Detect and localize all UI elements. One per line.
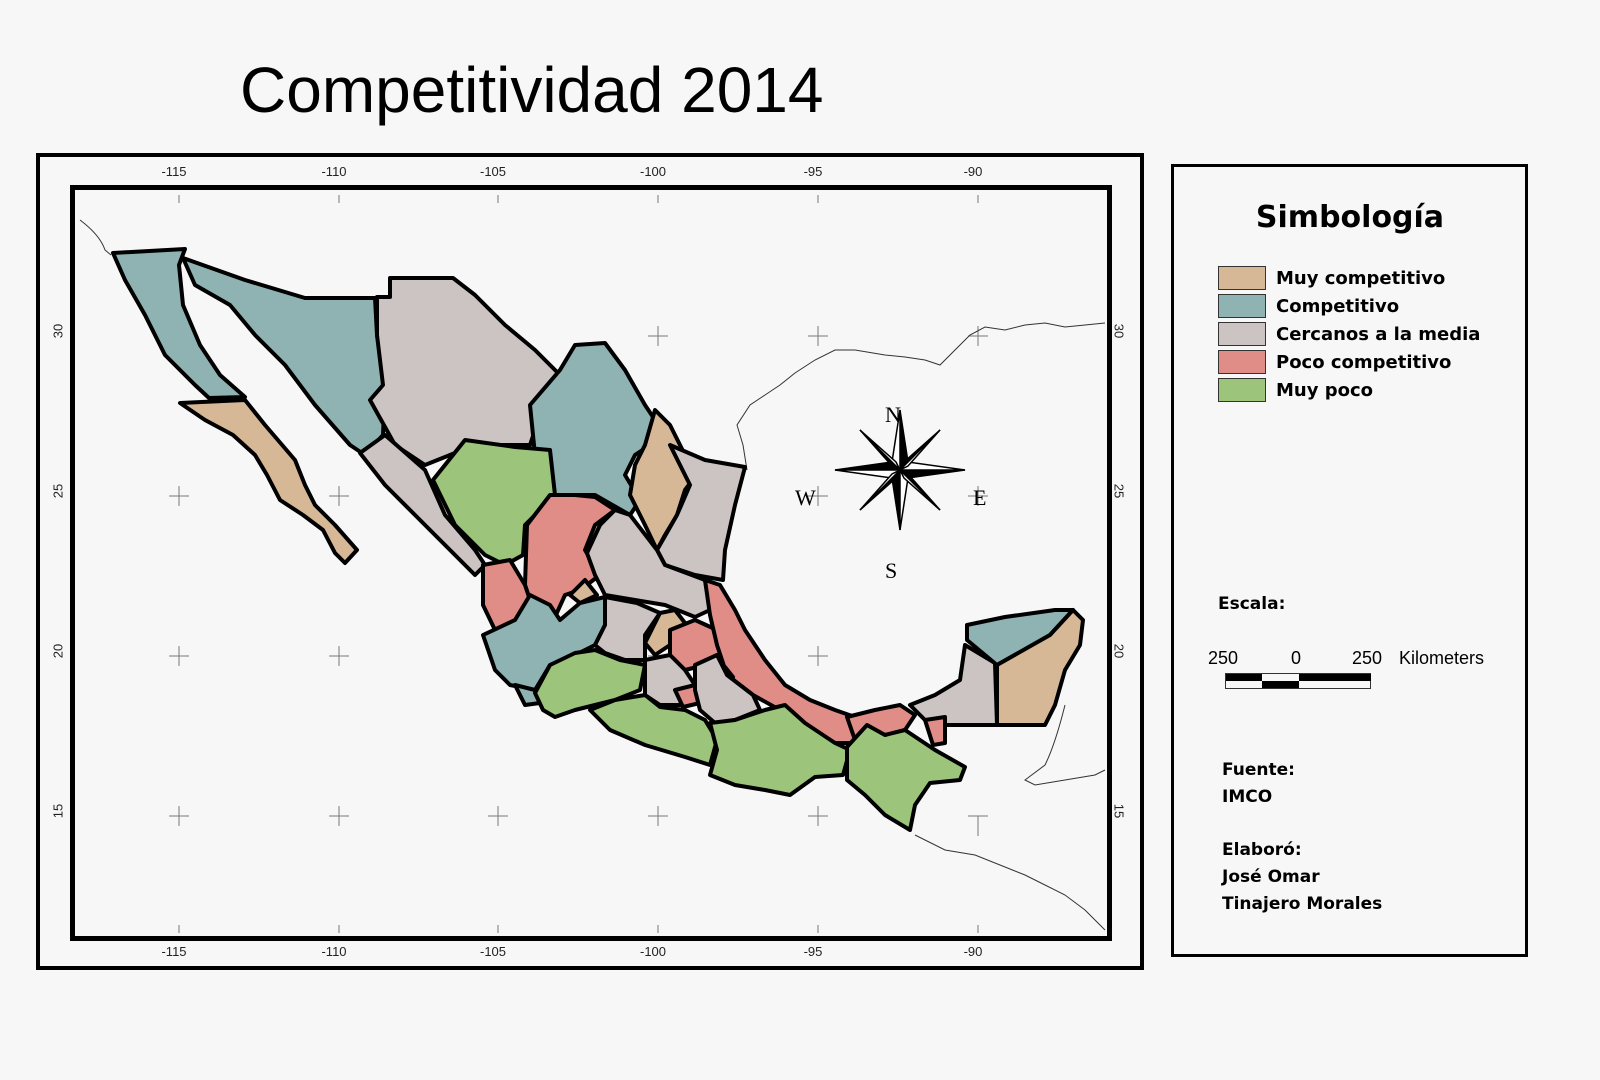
y-tick-right: 25 (1111, 483, 1127, 499)
scale-center-value: 0 (1291, 648, 1302, 668)
x-tick-top: -105 (479, 164, 507, 179)
legend-label: Cercanos a la media (1276, 323, 1481, 345)
map-canvas[interactable]: N S W E (70, 185, 1112, 941)
compass-south: S (885, 558, 898, 583)
compass-star-icon (834, 409, 966, 531)
compass-east: E (973, 485, 987, 510)
legend-item-muy-poco: Muy poco (1218, 377, 1373, 403)
y-tick-left: 20 (50, 643, 66, 659)
us-coastline (79, 219, 1106, 931)
legend-item-competitivo: Competitivo (1218, 293, 1399, 319)
y-tick-left: 15 (50, 803, 66, 819)
source-label: Fuente: (1222, 760, 1295, 780)
x-tick-top: -100 (639, 164, 667, 179)
scale-bar (1225, 673, 1371, 689)
x-tick-bottom: -100 (639, 944, 667, 959)
x-tick-top: -95 (803, 164, 823, 179)
y-tick-left: 25 (50, 483, 66, 499)
x-tick-bottom: -95 (803, 944, 823, 959)
legend-label: Poco competitivo (1276, 351, 1452, 373)
author-name-line1: José Omar (1222, 867, 1320, 887)
legend-label: Muy poco (1276, 379, 1374, 401)
legend-swatch (1218, 322, 1266, 346)
mexico-map (79, 195, 1106, 933)
x-tick-bottom: -90 (963, 944, 983, 959)
legend-item-cercanos: Cercanos a la media (1218, 321, 1480, 347)
legend-swatch (1218, 266, 1266, 290)
y-tick-right: 20 (1111, 643, 1127, 659)
legend-swatch (1218, 350, 1266, 374)
x-tick-bottom: -110 (321, 944, 347, 959)
source-value: IMCO (1222, 787, 1273, 807)
scale-left-value: 250 (1208, 648, 1239, 668)
x-tick-bottom: -115 (161, 944, 187, 959)
legend-item-poco-competitivo: Poco competitivo (1218, 349, 1451, 375)
x-tick-top: -115 (161, 164, 187, 179)
legend-title: Simbología (1255, 200, 1445, 235)
compass-north: N (885, 402, 901, 427)
x-tick-top: -110 (321, 164, 347, 179)
scale-unit: Kilometers (1399, 648, 1485, 668)
scale-right-value: 250 (1352, 648, 1383, 668)
x-tick-top: -90 (963, 164, 983, 179)
scale-label: Escala: (1218, 594, 1286, 614)
map-title: Competitividad 2014 (240, 54, 824, 126)
legend-label: Competitivo (1276, 295, 1400, 317)
legend-swatch (1218, 294, 1266, 318)
author-name-line2: Tinajero Morales (1222, 894, 1383, 914)
legend-label: Muy competitivo (1276, 267, 1446, 289)
compass-west: W (795, 485, 816, 510)
legend-item-muy-competitivo: Muy competitivo (1218, 265, 1445, 291)
y-tick-right: 30 (1111, 323, 1127, 339)
states (111, 247, 1085, 832)
legend-swatch (1218, 378, 1266, 402)
x-tick-bottom: -105 (479, 944, 507, 959)
y-tick-right: 15 (1111, 803, 1127, 819)
compass-rose (830, 400, 970, 540)
author-label: Elaboró: (1222, 840, 1302, 860)
y-tick-left: 30 (50, 323, 66, 339)
